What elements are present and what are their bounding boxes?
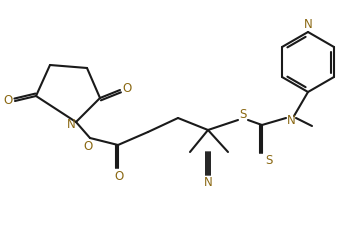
Text: N: N	[287, 115, 295, 128]
Text: S: S	[265, 153, 273, 166]
Text: O: O	[122, 83, 132, 95]
Text: S: S	[239, 108, 247, 122]
Text: O: O	[83, 140, 93, 153]
Text: O: O	[114, 169, 124, 182]
Text: N: N	[67, 117, 75, 130]
Text: N: N	[304, 18, 312, 32]
Text: O: O	[3, 94, 12, 108]
Text: N: N	[204, 176, 213, 189]
